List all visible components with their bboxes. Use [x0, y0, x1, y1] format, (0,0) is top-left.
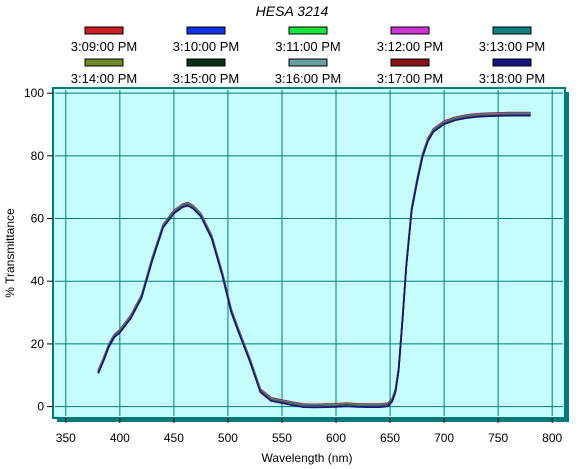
legend-item: 3:11:00 PM [275, 26, 341, 54]
legend-item: 3:14:00 PM [71, 58, 138, 86]
legend-item: 3:18:00 PM [479, 58, 546, 86]
x-tick-label: 350 [56, 431, 76, 445]
x-tick-label: 800 [542, 431, 562, 445]
legend-swatch [186, 26, 226, 35]
legend-swatch [390, 26, 430, 35]
x-tick-label: 550 [272, 431, 292, 445]
x-axis-label: Wavelength (nm) [262, 451, 353, 465]
legend-label: 3:13:00 PM [479, 39, 546, 54]
legend-label: 3:18:00 PM [479, 71, 546, 86]
legend-swatch [492, 58, 532, 67]
legend-swatch [84, 58, 124, 67]
x-axis-ticks: 350 400 450 500 550 600 650 700 750 800 [56, 418, 563, 445]
y-tick-label: 0 [37, 400, 44, 414]
y-tick-label: 80 [31, 149, 45, 163]
y-tick-label: 20 [31, 337, 45, 351]
x-tick-label: 600 [326, 431, 346, 445]
x-tick-label: 500 [218, 431, 238, 445]
series-lines [97, 111, 531, 409]
x-tick-label: 450 [164, 431, 184, 445]
legend-label: 3:12:00 PM [377, 39, 444, 54]
x-tick-label: 650 [380, 431, 400, 445]
legend-label: 3:16:00 PM [275, 71, 342, 86]
plot-area [52, 87, 566, 419]
legend-swatch [186, 58, 226, 67]
legend-item: 3:12:00 PM [377, 26, 444, 54]
y-tick-label: 100 [24, 86, 44, 100]
y-tick-label: 60 [31, 212, 45, 226]
legend-swatch [84, 26, 124, 35]
x-tick-label: 700 [434, 431, 454, 445]
legend-item: 3:10:00 PM [173, 26, 240, 54]
legend-label: 3:15:00 PM [173, 71, 240, 86]
y-tick-label: 40 [31, 274, 45, 288]
chart-title: HESA 3214 [256, 3, 329, 19]
y-axis-ticks: 0 20 40 60 80 100 [24, 86, 53, 414]
x-tick-label: 750 [488, 431, 508, 445]
legend-label: 3:17:00 PM [377, 71, 444, 86]
legend-swatch [492, 26, 532, 35]
y-axis-label: % Transmittance [3, 208, 17, 298]
legend-swatch [288, 58, 328, 67]
legend-swatch [390, 58, 430, 67]
legend-item: 3:09:00 PM [71, 26, 138, 54]
legend-swatch [288, 26, 328, 35]
series-line [97, 114, 531, 409]
legend-label: 3:09:00 PM [71, 39, 138, 54]
legend-item: 3:16:00 PM [275, 58, 342, 86]
legend-item: 3:15:00 PM [173, 58, 240, 86]
legend-label: 3:14:00 PM [71, 71, 138, 86]
legend-label: 3:11:00 PM [275, 39, 341, 54]
x-tick-label: 400 [110, 431, 130, 445]
legend-item: 3:13:00 PM [479, 26, 546, 54]
legend: 3:09:00 PM 3:10:00 PM 3:11:00 PM 3:12:00 PM… [71, 26, 546, 86]
legend-label: 3:10:00 PM [173, 39, 240, 54]
legend-item: 3:17:00 PM [377, 58, 444, 86]
